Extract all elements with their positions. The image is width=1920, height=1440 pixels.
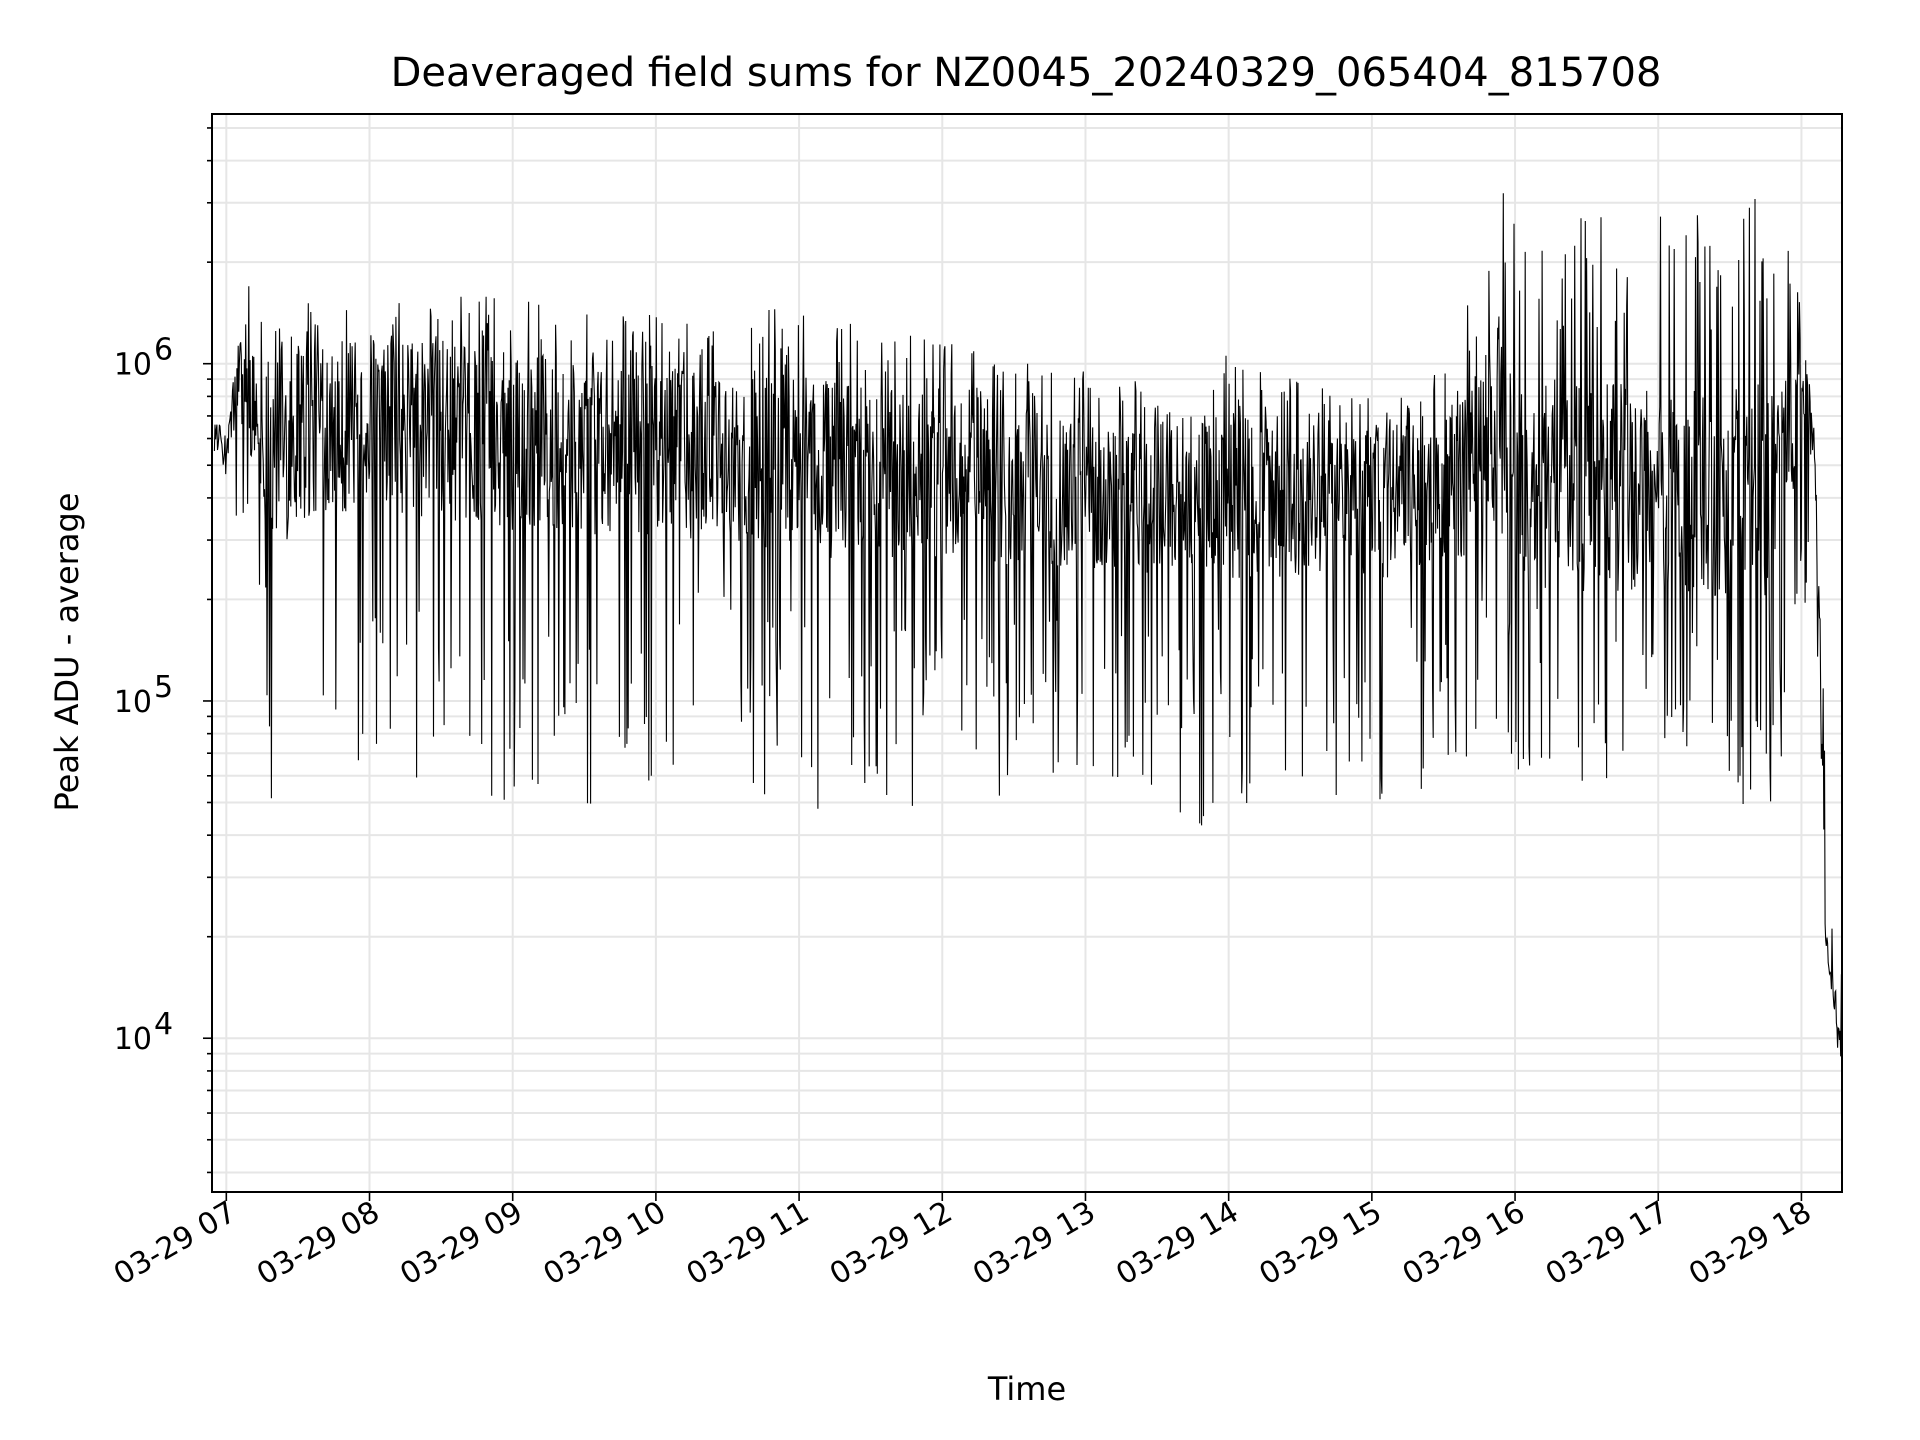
y-tick-exponent: 5 [154, 670, 173, 705]
x-tick-label: 03-29 14 [1110, 1195, 1244, 1293]
y-tick-exponent: 6 [154, 333, 173, 368]
y-tick-exponent: 4 [154, 1007, 173, 1042]
chart-title: Deaveraged field sums for NZ0045_2024032… [391, 50, 1662, 96]
x-tick-label: 03-29 16 [1397, 1195, 1531, 1293]
x-tick-label: 03-29 15 [1254, 1195, 1388, 1293]
x-tick-label: 03-29 12 [824, 1195, 958, 1293]
x-tick-label: 03-29 11 [681, 1195, 815, 1293]
x-tick-label: 03-29 07 [108, 1195, 242, 1293]
x-tick-label: 03-29 17 [1540, 1195, 1674, 1293]
plot-frame [211, 113, 1843, 1193]
x-tick-label: 03-29 18 [1683, 1195, 1817, 1293]
series-line [213, 193, 1843, 1057]
series-line-group [213, 193, 1843, 1057]
x-axis-title: Time [987, 1370, 1066, 1408]
x-tick-label: 03-29 09 [394, 1195, 528, 1293]
x-tick-label: 03-29 10 [538, 1195, 672, 1293]
y-tick-label: 10 [114, 348, 152, 383]
y-tick-label: 10 [114, 1022, 152, 1057]
x-axis: 03-29 07 03-29 08 03-29 09 03-29 10 03-29 11… [108, 1192, 1817, 1292]
y-tick-label: 10 [114, 685, 152, 720]
x-tick-label: 03-29 08 [251, 1195, 385, 1293]
grid [212, 114, 1842, 1192]
y-axis-title: Peak ADU - average [48, 493, 86, 812]
x-tick-label: 03-29 13 [967, 1195, 1101, 1293]
